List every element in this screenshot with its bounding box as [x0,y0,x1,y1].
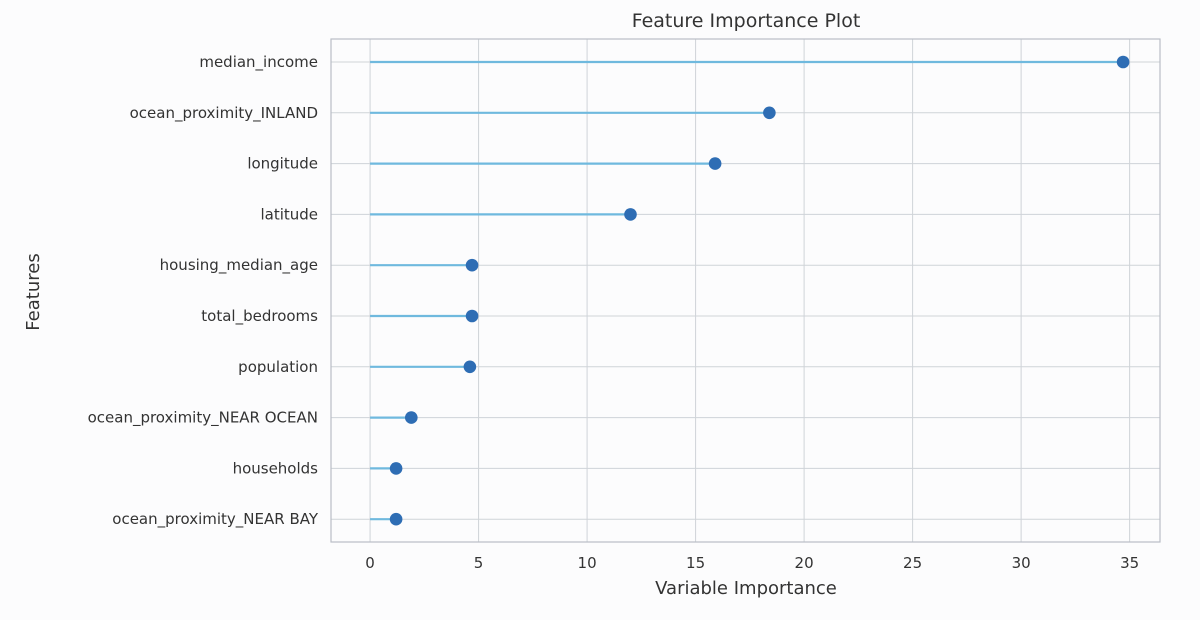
lollipop-marker [404,411,418,424]
lollipop-marker [389,462,403,475]
lollipop-marker [708,157,722,170]
category-label: population [238,358,318,376]
x-tick-label: 30 [1012,554,1031,572]
lollipop-marker [763,106,776,120]
mark-layer [370,55,1130,526]
x-tick-label: 5 [474,554,484,572]
category-label: latitude [260,205,318,223]
category-label: median_income [199,53,318,72]
lollipop-marker [465,309,479,323]
y-axis-label: Features [23,253,44,330]
x-tick-label: 20 [795,554,814,572]
lollipop-marker [1116,55,1130,69]
category-label: housing_median_age [160,256,318,275]
label-layer: 0 5 10 15 20 25 30 35 median_income ocean_proximi… [88,53,1140,572]
x-tick-label: 25 [903,554,922,572]
category-label: ocean_proximity_NEAR BAY [112,510,319,529]
lollipop-marker [389,512,403,526]
x-tick-label: 35 [1120,554,1139,572]
lollipop-marker [465,258,479,272]
category-label: ocean_proximity_NEAR OCEAN [88,409,318,428]
category-label: ocean_proximity_INLAND [130,104,318,123]
category-label: total_bedrooms [201,307,318,326]
x-tick-label: 0 [365,554,375,572]
lollipop-marker [463,360,477,374]
plot-border [330,38,1161,543]
plot-frame [331,39,1160,542]
x-tick-label: 10 [578,554,597,572]
category-label: households [233,459,319,477]
chart-title: Feature Importance Plot [632,10,861,32]
x-tick-label: 15 [686,554,705,572]
category-label: longitude [247,155,318,173]
lollipop-marker [624,208,637,221]
x-axis-label: Variable Importance [655,578,837,599]
